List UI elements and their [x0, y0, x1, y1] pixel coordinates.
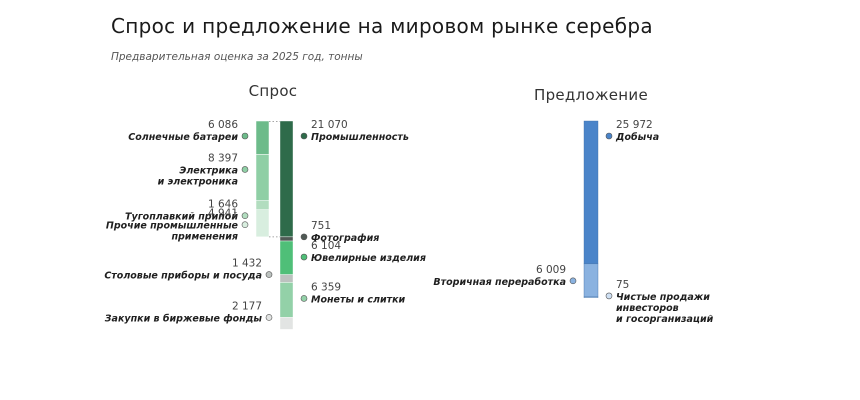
legend-dot-столовые-приборы-и-посуда — [265, 271, 273, 278]
data-label-монеты-и-слитки: 6 359 — [311, 281, 341, 293]
legend-dot-добыча — [605, 132, 613, 140]
category-label-прочие-промышленные-применения-1: применения — [171, 232, 238, 243]
data-label-столовые-приборы-и-посуда: 1 432 — [232, 258, 262, 270]
data-label-промышленность: 21 070 — [311, 119, 348, 131]
demand-bar-столовые-приборы-и-посуда — [279, 274, 294, 283]
data-label-добыча: 25 972 — [616, 119, 653, 131]
demand-bar-монеты-и-слитки — [279, 282, 294, 318]
demand-bar-промышленность — [279, 120, 294, 238]
category-label-прочие-промышленные-применения: Прочие промышленные — [106, 221, 239, 232]
data-label-солнечные-батареи: 6 086 — [208, 119, 238, 131]
category-label-фотография: Фотография — [311, 233, 379, 244]
category-label-чистые-продажи-инвесторов-и-госорганизаций: Чистые продажи — [616, 292, 710, 303]
demand-heading: Спрос — [249, 82, 298, 100]
data-label-тугоплавкий-припой: 1 646 — [208, 199, 238, 211]
category-label-монеты-и-слитки: Монеты и слитки — [311, 294, 406, 305]
supply-bar-вторичная-переработка — [583, 263, 599, 298]
legend-dot-тугоплавкий-припой — [241, 212, 249, 219]
data-label-закупки-в-биржевые-фонды: 2 177 — [232, 300, 262, 312]
legend-dot-солнечные-батареи — [241, 132, 249, 140]
category-label-чистые-продажи-инвесторов-и-госорганизаций-1: инвесторов — [616, 303, 679, 314]
category-label-столовые-приборы-и-посуда: Столовые приборы и посуда — [104, 271, 262, 282]
legend-dot-электрика-и-электроника — [241, 166, 249, 173]
category-label-электрика-и-электроника-1: и электроника — [158, 176, 238, 187]
data-label-фотография: 751 — [311, 220, 331, 232]
category-label-тугоплавкий-припой: Тугоплавкий припой — [125, 212, 238, 223]
category-label-ювелирные-изделия: Ювелирные изделия — [311, 253, 426, 264]
data-label-вторичная-переработка: 6 009 — [536, 264, 566, 276]
legend-dot-фотография — [300, 233, 308, 241]
category-label-добыча: Добыча — [615, 132, 659, 143]
demand-bar-ювелирные-изделия — [279, 240, 294, 275]
demand-bar-закупки-в-биржевые-фонды — [279, 317, 294, 330]
supply-heading: Предложение — [534, 86, 648, 104]
category-label-промышленность: Промышленность — [311, 132, 409, 143]
industry-bar-электрика-и-электроника — [255, 154, 270, 201]
category-label-вторичная-переработка: Вторичная переработка — [433, 277, 566, 288]
legend-dot-вторичная-переработка — [569, 277, 577, 285]
data-label-ювелирные-изделия: 6 104 — [311, 240, 341, 252]
category-label-электрика-и-электроника: Электрика — [179, 165, 238, 176]
legend-dot-ювелирные-изделия — [300, 253, 308, 261]
category-label-чистые-продажи-инвесторов-и-госорганизаций-2: и госорганизаций — [616, 314, 714, 325]
industry-bar-тугоплавкий-припой — [255, 200, 270, 210]
supply-bar-добыча — [583, 120, 599, 265]
category-label-закупки-в-биржевые-фонды: Закупки в биржевые фонды — [105, 313, 263, 324]
chart-subtitle: Предварительная оценка за 2025 год, тонн… — [111, 51, 363, 63]
industry-bar-прочие-промышленные-применения — [255, 209, 270, 238]
data-label-электрика-и-электроника: 8 397 — [208, 152, 238, 164]
legend-dot-закупки-в-биржевые-фонды — [265, 314, 273, 321]
chart-title: Спрос и предложение на мировом рынке сер… — [111, 14, 653, 38]
demand-bar-фотография — [279, 236, 294, 242]
legend-dot-прочие-промышленные-применения — [241, 221, 249, 229]
data-label-чистые-продажи-инвесторов-и-госорганизаций: 75 — [616, 279, 629, 291]
legend-dot-чистые-продажи-инвесторов-и-госорганизаций — [605, 292, 613, 300]
legend-dot-промышленность — [300, 132, 308, 140]
supply-bar-чистые-продажи-инвесторов-и-госорганизаций — [583, 296, 599, 298]
data-label-прочие-промышленные-применения: 4 941 — [208, 208, 238, 220]
legend-dot-монеты-и-слитки — [300, 295, 308, 302]
category-label-солнечные-батареи: Солнечные батареи — [128, 132, 238, 143]
industry-bar-солнечные-батареи — [255, 120, 270, 155]
